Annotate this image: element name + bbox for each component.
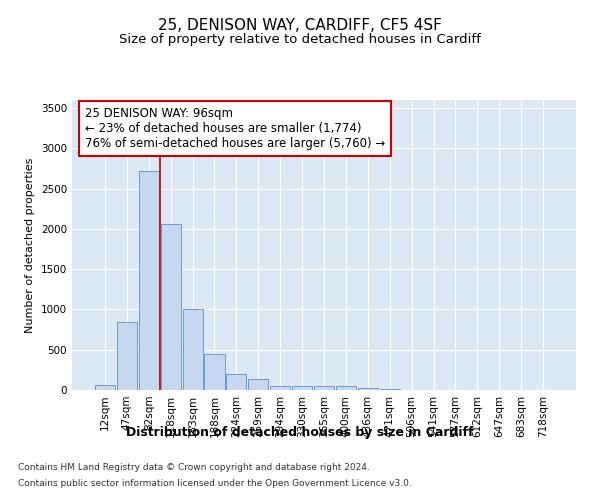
Bar bbox=[292, 386, 312, 390]
Bar bbox=[161, 224, 181, 390]
Bar bbox=[139, 171, 159, 390]
Text: Contains HM Land Registry data © Crown copyright and database right 2024.: Contains HM Land Registry data © Crown c… bbox=[18, 464, 370, 472]
Bar bbox=[248, 378, 268, 390]
Text: Contains public sector information licensed under the Open Government Licence v3: Contains public sector information licen… bbox=[18, 478, 412, 488]
Bar bbox=[358, 388, 378, 390]
Y-axis label: Number of detached properties: Number of detached properties bbox=[25, 158, 35, 332]
Bar bbox=[95, 385, 115, 390]
Bar bbox=[336, 386, 356, 390]
Bar bbox=[205, 354, 224, 390]
Bar bbox=[117, 322, 137, 390]
Text: Size of property relative to detached houses in Cardiff: Size of property relative to detached ho… bbox=[119, 32, 481, 46]
Text: Distribution of detached houses by size in Cardiff: Distribution of detached houses by size … bbox=[126, 426, 474, 439]
Bar bbox=[182, 308, 203, 390]
Bar bbox=[314, 386, 334, 390]
Bar bbox=[226, 374, 247, 390]
Text: 25, DENISON WAY, CARDIFF, CF5 4SF: 25, DENISON WAY, CARDIFF, CF5 4SF bbox=[158, 18, 442, 32]
Bar bbox=[270, 386, 290, 390]
Bar bbox=[380, 389, 400, 390]
Text: 25 DENISON WAY: 96sqm
← 23% of detached houses are smaller (1,774)
76% of semi-d: 25 DENISON WAY: 96sqm ← 23% of detached … bbox=[85, 108, 385, 150]
